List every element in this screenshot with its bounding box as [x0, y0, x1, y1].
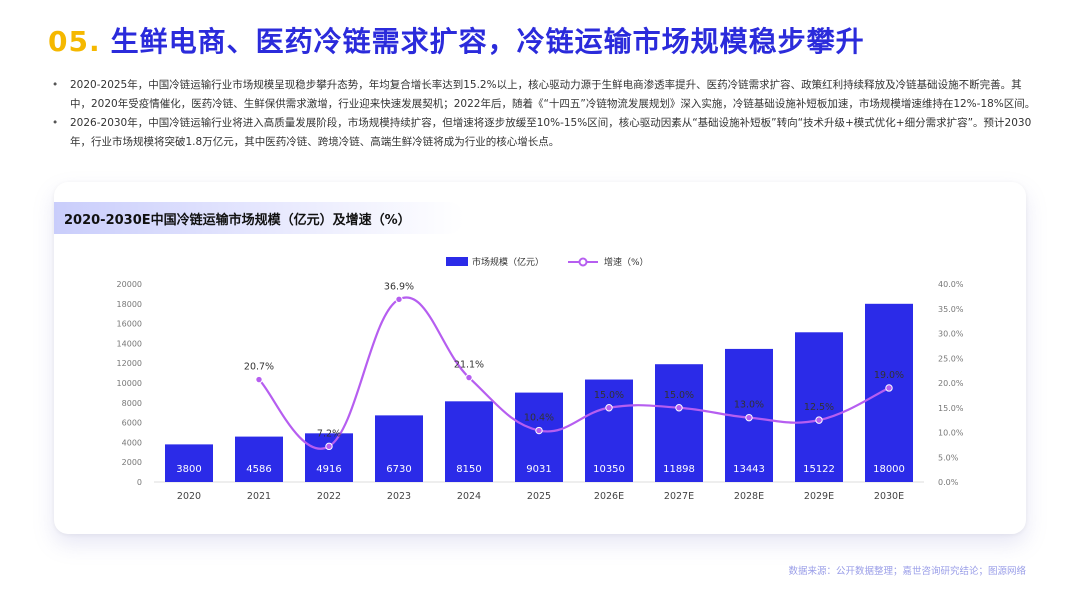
- chart-card: 2020-2030E中国冷链运输市场规模（亿元）及增速（%） 0 2000 4000…: [54, 182, 1026, 534]
- title-text: 生鲜电商、医药冷链需求扩容，冷链运输市场规模稳步攀升: [110, 25, 865, 58]
- x-tick-label: 2027E: [664, 491, 694, 502]
- growth-value-label: 13.0%: [734, 400, 764, 411]
- y-right-tick-label: 35.0%: [938, 305, 964, 314]
- x-tick-label: 2030E: [874, 491, 904, 502]
- growth-line: [258, 296, 890, 450]
- growth-point: [255, 375, 263, 384]
- growth-point: [745, 413, 753, 422]
- growth-value-label: 20.7%: [244, 362, 274, 373]
- y-left-tick-label: 8000: [122, 399, 142, 408]
- y-right-tick-label: 5.0%: [938, 453, 959, 462]
- x-tick-label: 2022: [317, 491, 341, 502]
- y-right-tick-label: 15.0%: [938, 404, 964, 413]
- growth-point: [535, 426, 543, 435]
- bar: [795, 332, 843, 482]
- y-left-tick-label: 2000: [122, 458, 142, 467]
- y-right-tick-label: 0.0%: [938, 478, 959, 487]
- y-left-tick-label: 4000: [122, 438, 142, 447]
- growth-value-label: 15.0%: [594, 390, 624, 401]
- bar: [515, 392, 563, 482]
- bar: [305, 433, 353, 482]
- x-tick-label: 2029E: [804, 491, 834, 502]
- bullet-list: 2020-2025年，中国冷链运输行业市场规模呈现稳步攀升态势，年均复合增长率达…: [50, 76, 1040, 152]
- bar-value-label: 10350: [593, 464, 625, 475]
- y-left-tick-label: 10000: [117, 379, 142, 388]
- bar-value-label: 3800: [176, 464, 201, 475]
- section-number: 05.: [48, 25, 101, 58]
- y-left-tick-label: 18000: [117, 300, 142, 309]
- growth-value-label: 7.2%: [317, 428, 341, 439]
- bar-value-label: 11898: [663, 464, 695, 475]
- y-left-tick-label: 0: [137, 478, 142, 487]
- bar: [865, 303, 913, 482]
- legend-bar-label: 市场规模（亿元）: [472, 256, 544, 268]
- bar: [655, 364, 703, 482]
- growth-point: [395, 295, 403, 304]
- chart-title-banner: 2020-2030E中国冷链运输市场规模（亿元）及增速（%）: [54, 202, 464, 234]
- bar-value-label: 6730: [386, 464, 411, 475]
- legend-bar-swatch: [446, 257, 468, 266]
- bar-value-label: 18000: [873, 464, 905, 475]
- y-right-tick-label: 25.0%: [938, 354, 964, 363]
- x-tick-label: 2023: [387, 491, 411, 502]
- bar-value-label: 13443: [733, 464, 765, 475]
- growth-value-label: 19.0%: [874, 370, 904, 381]
- growth-point: [675, 404, 683, 412]
- bar-value-label: 9031: [526, 464, 551, 475]
- x-tick-label: 2021: [247, 491, 271, 502]
- bar: [375, 415, 423, 482]
- bullet-item: 2020-2025年，中国冷链运输行业市场规模呈现稳步攀升态势，年均复合增长率达…: [50, 76, 1040, 114]
- y-right-tick-label: 40.0%: [938, 280, 964, 289]
- y-left-tick-label: 20000: [117, 280, 142, 289]
- growth-point: [815, 416, 823, 424]
- growth-value-label: 36.9%: [384, 281, 414, 292]
- growth-value-label: 21.1%: [454, 360, 484, 371]
- x-tick-label: 2020: [177, 491, 201, 502]
- growth-point: [465, 373, 473, 382]
- x-tick-label: 2025: [527, 491, 551, 502]
- growth-point: [325, 442, 333, 451]
- chart-svg: 0 2000 4000 6000 8000 10000 12000 14000 16000 180…: [117, 256, 964, 502]
- bar: [235, 436, 283, 482]
- source-note: 数据来源：公开数据整理；嘉世咨询研究结论；图源网络: [788, 566, 1026, 577]
- x-tick-label: 2024: [457, 491, 481, 502]
- growth-point: [885, 384, 893, 392]
- y-right-tick-label: 10.0%: [938, 429, 964, 438]
- bar: [585, 379, 633, 482]
- y-right-tick-label: 20.0%: [938, 379, 964, 388]
- y-left-tick-label: 6000: [122, 419, 142, 428]
- y-left-tick-label: 16000: [117, 320, 142, 329]
- legend-line-label: 增速（%）: [604, 256, 649, 268]
- legend-line-marker: [578, 257, 588, 267]
- bar-value-label: 4586: [246, 464, 271, 475]
- bar-value-label: 8150: [456, 464, 481, 475]
- growth-value-label: 10.4%: [524, 413, 554, 424]
- bullet-item: 2026-2030年，中国冷链运输行业将进入高质量发展阶段，市场规模持续扩容，但…: [50, 114, 1040, 152]
- bar-value-label: 4916: [316, 464, 341, 475]
- y-left-tick-label: 14000: [117, 339, 142, 348]
- bar: [165, 444, 213, 482]
- x-tick-label: 2028E: [734, 491, 764, 502]
- y-left-tick-label: 12000: [117, 359, 142, 368]
- chart-title: 2020-2030E中国冷链运输市场规模（亿元）及增速（%）: [64, 213, 411, 228]
- bar-value-label: 15122: [803, 464, 835, 475]
- growth-value-label: 12.5%: [804, 402, 834, 413]
- x-tick-label: 2026E: [594, 491, 624, 502]
- page-title: 05. 生鲜电商、医药冷链需求扩容，冷链运输市场规模稳步攀升: [48, 20, 865, 60]
- growth-value-label: 15.0%: [664, 390, 694, 401]
- growth-point: [605, 404, 613, 412]
- bar: [445, 401, 493, 482]
- y-right-tick-label: 30.0%: [938, 330, 964, 339]
